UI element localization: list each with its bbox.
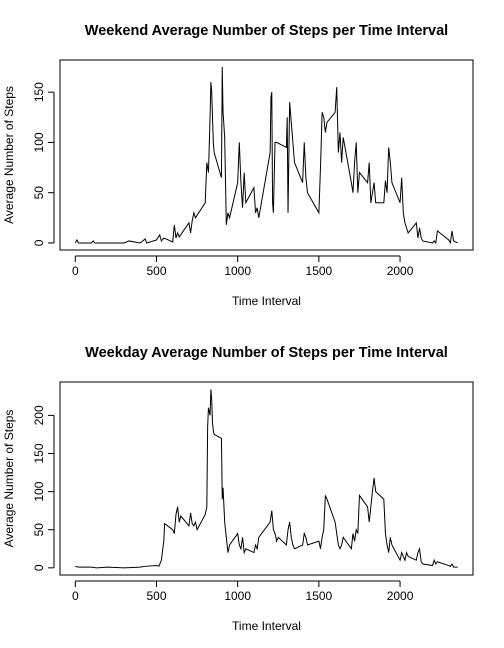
y-tick-label: 50 — [32, 523, 46, 537]
y-tick-label: 100 — [32, 132, 46, 152]
y-tick-label: 100 — [32, 481, 46, 501]
x-tick-label: 0 — [72, 589, 79, 603]
y-axis-label: Average Number of Steps — [2, 86, 16, 224]
y-tick-label: 0 — [32, 239, 46, 246]
x-axis-label: Time Interval — [232, 294, 301, 308]
x-tick-label: 1000 — [224, 264, 251, 278]
plot-box — [59, 381, 474, 576]
y-tick-label: 0 — [32, 564, 46, 571]
x-tick-label: 2000 — [387, 264, 414, 278]
x-tick-label: 2000 — [387, 589, 414, 603]
chart-title: Weekday Average Number of Steps per Time… — [85, 345, 448, 361]
x-tick-label: 1000 — [224, 589, 251, 603]
x-tick-label: 1500 — [306, 264, 333, 278]
y-axis-label: Average Number of Steps — [2, 410, 16, 548]
y-tick-label: 200 — [32, 405, 46, 425]
plot-box — [59, 59, 474, 251]
x-tick-label: 0 — [72, 264, 79, 278]
y-tick-label: 50 — [32, 186, 46, 200]
y-tick-label: 150 — [32, 443, 46, 463]
x-tick-label: 500 — [146, 589, 166, 603]
data-line — [75, 389, 458, 569]
data-line — [74, 67, 458, 245]
x-axis-label: Time Interval — [232, 619, 301, 633]
x-tick-label: 500 — [146, 264, 166, 278]
y-tick-label: 150 — [32, 82, 46, 102]
chart-title: Weekend Average Number of Steps per Time… — [85, 23, 448, 39]
x-tick-label: 1500 — [306, 589, 333, 603]
